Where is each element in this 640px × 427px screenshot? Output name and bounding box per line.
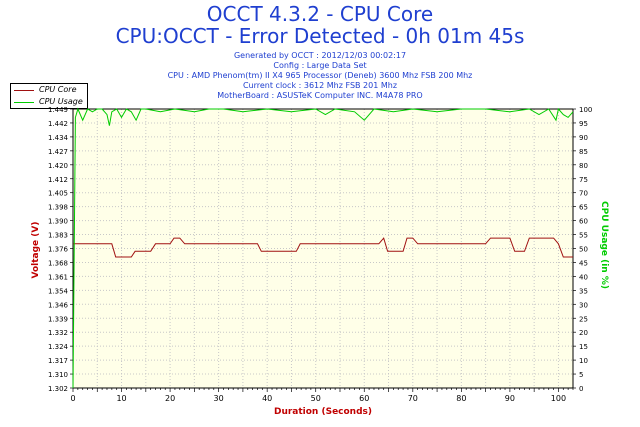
y2-tick-label: 85	[579, 148, 588, 156]
x-tick-label: 100	[551, 394, 566, 403]
y-tick-label: 1.442	[48, 120, 68, 128]
y2-tick-label: 80	[579, 162, 588, 170]
y2-tick-label: 75	[579, 176, 588, 184]
x-tick-label: 50	[311, 394, 321, 403]
x-tick-label: 60	[359, 394, 369, 403]
y2-tick-label: 20	[579, 329, 588, 337]
legend-swatch-cpu-core	[14, 90, 34, 91]
chart-title: OCCT 4.3.2 - CPU Core	[206, 2, 434, 26]
y-tick-label: 1.368	[48, 259, 68, 267]
x-tick-label: 30	[214, 394, 224, 403]
y2-tick-label: 25	[579, 315, 588, 323]
y2-tick-label: 60	[579, 218, 588, 226]
chart-subtitle: CPU:OCCT - Error Detected - 0h 01m 45s	[115, 24, 525, 48]
x-tick-label: 90	[505, 394, 515, 403]
y2-tick-label: 35	[579, 287, 588, 295]
y2-tick-label: 70	[579, 190, 588, 198]
series-line-cpu-core	[73, 237, 573, 258]
y-tick-label: 1.346	[48, 301, 69, 309]
info-motherboard: MotherBoard : ASUSTeK Computer INC. M4A7…	[217, 91, 423, 100]
info-cpu: CPU : AMD Phenom(tm) II X4 965 Processor…	[167, 71, 473, 80]
x-tick-label: 20	[165, 394, 175, 403]
y-tick-label: 1.376	[48, 246, 69, 254]
chart-legend: CPU Core CPU Usage	[10, 83, 88, 109]
y-tick-label: 1.427	[48, 148, 68, 156]
y-tick-label: 1.302	[48, 385, 68, 393]
y-tick-label: 1.412	[48, 176, 68, 184]
y-axis-label: Voltage (V)	[31, 222, 41, 279]
x-axis-label: Duration (Seconds)	[274, 407, 372, 417]
y2-tick-label: 65	[579, 204, 588, 212]
y2-tick-label: 45	[579, 259, 588, 267]
legend-swatch-cpu-usage	[14, 102, 34, 103]
y-tick-label: 1.405	[48, 190, 68, 198]
x-tick-label: 10	[116, 394, 126, 403]
y2-tick-label: 0	[579, 385, 583, 393]
y2-tick-label: 100	[579, 106, 592, 114]
info-generated: Generated by OCCT : 2012/12/03 00:02:17	[233, 51, 407, 60]
y2-tick-label: 15	[579, 343, 588, 351]
y-tick-label: 1.354	[48, 287, 69, 295]
x-tick-label: 70	[408, 394, 418, 403]
y-tick-label: 1.383	[48, 232, 68, 240]
x-tick-label: 40	[262, 394, 272, 403]
y2-tick-label: 55	[579, 232, 588, 240]
y-tick-label: 1.339	[48, 315, 68, 323]
y-tick-label: 1.398	[48, 204, 68, 212]
y2-axis-label: CPU Usage (in %)	[599, 201, 609, 289]
legend-label-cpu-core: CPU Core	[39, 85, 77, 94]
y-tick-label: 1.332	[48, 329, 68, 337]
x-tick-label: 0	[70, 394, 75, 403]
y-tick-label: 1.324	[48, 343, 69, 351]
x-tick-label: 80	[456, 394, 466, 403]
y-tick-label: 1.310	[48, 371, 68, 379]
info-clock: Current clock : 3612 Mhz FSB 201 Mhz	[242, 81, 398, 90]
y2-tick-label: 50	[579, 246, 588, 254]
legend-item-cpu-core: CPU Core	[11, 84, 87, 96]
y-tick-label: 1.361	[48, 273, 68, 281]
series-line-cpu-usage	[72, 107, 574, 389]
legend-label-cpu-usage: CPU Usage	[39, 97, 83, 106]
legend-item-cpu-usage: CPU Usage	[11, 96, 87, 108]
y-tick-label: 1.317	[48, 357, 68, 365]
y2-tick-label: 95	[579, 120, 588, 128]
y-tick-label: 1.434	[48, 134, 69, 142]
y2-tick-label: 90	[579, 134, 588, 142]
y2-tick-label: 40	[579, 273, 588, 281]
y-tick-label: 1.390	[48, 218, 68, 226]
y2-tick-label: 10	[579, 357, 588, 365]
y-tick-label: 1.420	[48, 162, 68, 170]
plot-area	[73, 109, 573, 388]
info-config: Config : Large Data Set	[273, 61, 367, 70]
y2-tick-label: 5	[579, 371, 583, 379]
y2-tick-label: 30	[579, 301, 588, 309]
